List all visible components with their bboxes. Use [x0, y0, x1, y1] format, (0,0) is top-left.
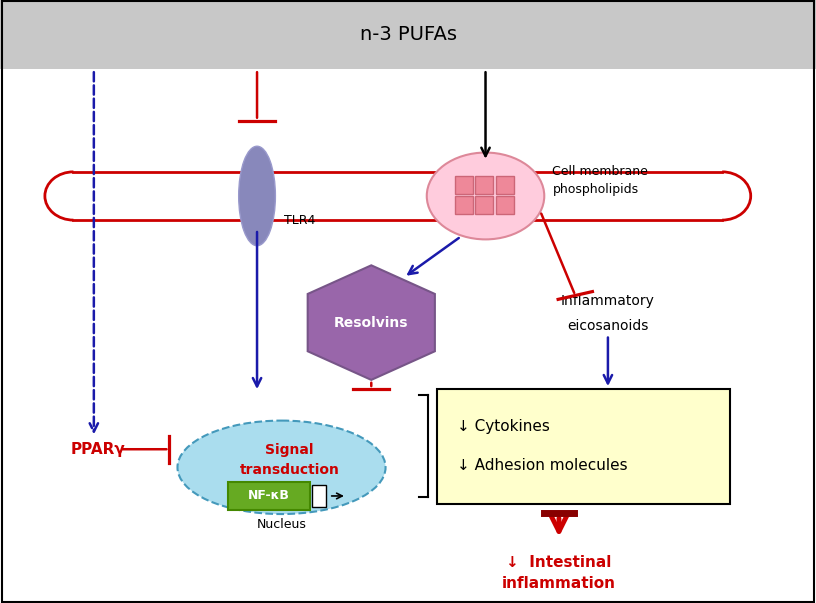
Text: eicosanoids: eicosanoids: [567, 318, 649, 333]
Text: ↓  Intestinal: ↓ Intestinal: [506, 555, 612, 570]
Text: inflammation: inflammation: [502, 576, 616, 591]
Text: ↓ Adhesion molecules: ↓ Adhesion molecules: [457, 458, 628, 473]
Text: Cell membrane: Cell membrane: [552, 165, 648, 178]
Text: n-3 PUFAs: n-3 PUFAs: [360, 25, 456, 45]
FancyBboxPatch shape: [475, 175, 493, 194]
Polygon shape: [308, 265, 435, 380]
Ellipse shape: [177, 421, 385, 514]
FancyBboxPatch shape: [312, 485, 326, 507]
FancyBboxPatch shape: [228, 482, 310, 510]
Text: ↓ Cytokines: ↓ Cytokines: [457, 419, 550, 434]
FancyBboxPatch shape: [475, 196, 493, 214]
FancyBboxPatch shape: [455, 196, 473, 214]
FancyBboxPatch shape: [455, 175, 473, 194]
Text: Nucleus: Nucleus: [256, 518, 307, 531]
Text: Resolvins: Resolvins: [334, 315, 409, 330]
Text: TLR4: TLR4: [284, 213, 315, 227]
FancyBboxPatch shape: [0, 0, 816, 69]
Text: Inflammatory: Inflammatory: [561, 294, 655, 309]
Text: transduction: transduction: [240, 463, 339, 478]
FancyBboxPatch shape: [496, 175, 514, 194]
Text: NF-κB: NF-κB: [248, 490, 290, 502]
Ellipse shape: [238, 146, 276, 246]
Text: Signal: Signal: [265, 443, 314, 458]
FancyBboxPatch shape: [496, 196, 514, 214]
Text: phospholipids: phospholipids: [552, 183, 639, 197]
FancyBboxPatch shape: [437, 389, 730, 504]
Circle shape: [427, 153, 544, 239]
Text: PPARγ: PPARγ: [71, 442, 126, 456]
